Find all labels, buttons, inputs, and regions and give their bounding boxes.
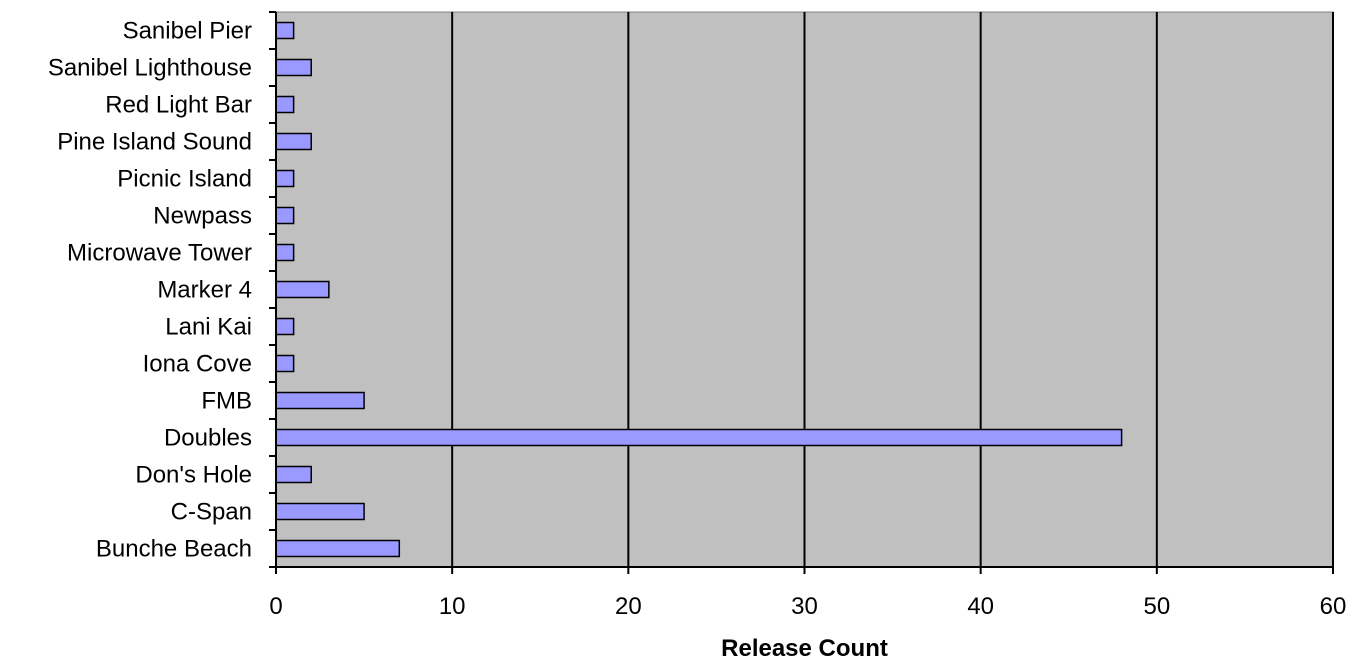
category-label: Sanibel Pier [123,18,252,45]
category-label: Microwave Tower [67,240,252,267]
category-label: Newpass [153,203,252,230]
x-tick-label: 60 [1320,593,1347,620]
category-labels: Sanibel Pier Sanibel Lighthouse Red Light … [48,18,252,563]
bar [275,169,295,188]
bar [275,206,295,225]
category-label: Doubles [164,425,252,452]
category-label: C-Span [171,499,252,526]
bar [275,428,1123,447]
bar [275,354,295,373]
bar [275,391,365,410]
x-tick-label: 0 [269,593,282,620]
x-tick-label: 10 [439,593,466,620]
x-tick-label: 50 [1143,593,1170,620]
bar [275,317,295,336]
x-tick-labels: 0 10 20 30 40 50 60 [269,593,1346,620]
bar [275,280,330,299]
category-label: FMB [201,388,252,415]
category-label: Marker 4 [157,277,252,304]
category-label: Don's Hole [135,462,252,489]
category-label: Sanibel Lighthouse [48,55,252,82]
category-label: Lani Kai [165,314,252,341]
x-axis-title: Release Count [721,635,888,660]
gridlines [451,12,1334,567]
bar [275,539,401,558]
x-ticks [275,567,1334,574]
bar [275,95,295,114]
x-tick-label: 40 [967,593,994,620]
bar [275,243,295,262]
y-ticks [269,11,276,568]
category-label: Bunche Beach [96,536,252,563]
x-tick-label: 20 [615,593,642,620]
category-label: Pine Island Sound [57,129,252,156]
category-label: Red Light Bar [105,92,252,119]
bars [275,21,1123,558]
bar [275,21,295,40]
bar [275,58,312,77]
bar [275,502,365,521]
x-tick-label: 30 [791,593,818,620]
category-label: Picnic Island [117,166,252,193]
category-label: Iona Cove [143,351,252,378]
bar [275,132,312,151]
bar [275,465,312,484]
